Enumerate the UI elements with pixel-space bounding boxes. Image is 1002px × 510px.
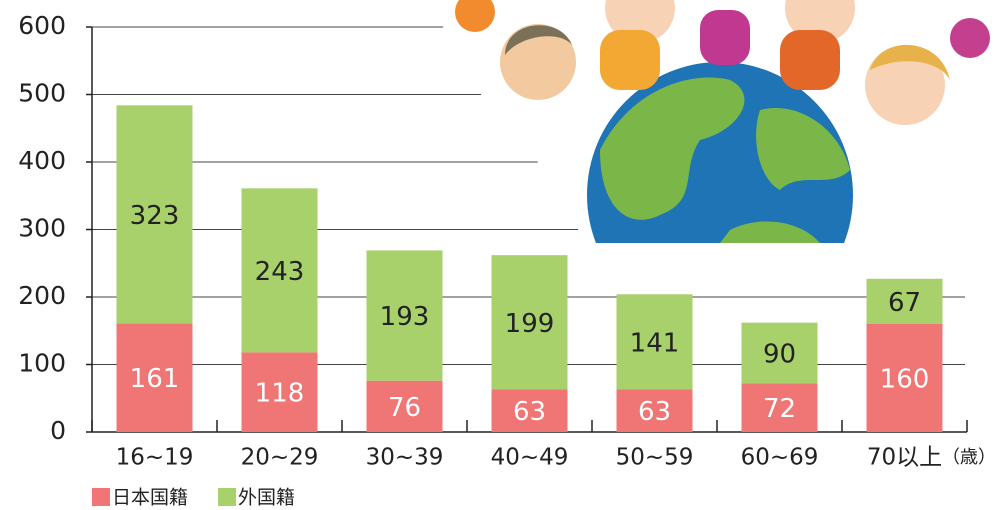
bar-segment [741,383,818,432]
value-label: 199 [505,309,555,339]
value-label: 160 [880,365,930,395]
x-tick-label: 16~19 [116,445,194,471]
x-axis-unit: （歳） [942,447,996,468]
bar-segment [491,255,568,390]
x-tick-label: 70以上 [867,445,942,471]
x-tick-label: 60~69 [741,445,819,471]
bar-segment [366,380,443,432]
y-tick-label: 0 [50,416,66,445]
y-tick-label: 500 [18,79,66,108]
bar-segment [616,294,693,390]
value-label: 243 [255,257,305,287]
x-tick-label: 30~39 [366,445,444,471]
bar-segment [116,323,193,432]
y-tick-label: 600 [18,11,66,40]
bar-segment [241,188,318,353]
value-label: 118 [255,379,305,409]
legend-swatch [92,488,110,506]
x-tick-label: 40~49 [491,445,569,471]
y-tick-label: 200 [18,281,66,310]
x-tick-label: 20~29 [241,445,319,471]
illustration [430,0,1002,252]
bar-segment [741,322,818,384]
y-tick-label: 400 [18,146,66,175]
plot: 0 100 200 300 400 500 600 161 323 16~19 118 243 20~2… [18,11,996,509]
value-label: 67 [888,288,921,318]
legend-swatch [218,488,237,506]
x-tick-label: 50~59 [616,445,694,471]
value-label: 63 [513,397,546,427]
globe [587,62,853,243]
bar-segment [491,389,568,432]
value-label: 63 [638,397,671,427]
bar-segment [866,278,943,324]
value-label: 323 [130,201,180,231]
value-label: 193 [380,302,430,332]
value-label: 90 [763,340,796,370]
legend-label: 日本国籍 [112,487,188,509]
bar-segment [366,250,443,381]
bar-segment [616,389,693,432]
legend-label: 外国籍 [238,487,295,509]
y-tick-label: 100 [18,349,66,378]
bar-segment [241,352,318,432]
bar-segment [866,324,943,432]
value-label: 161 [130,364,180,394]
bar-segment [116,105,193,324]
y-tick-label: 300 [18,214,66,243]
value-label: 76 [388,393,421,423]
value-label: 141 [630,328,680,358]
value-label: 72 [763,394,796,424]
